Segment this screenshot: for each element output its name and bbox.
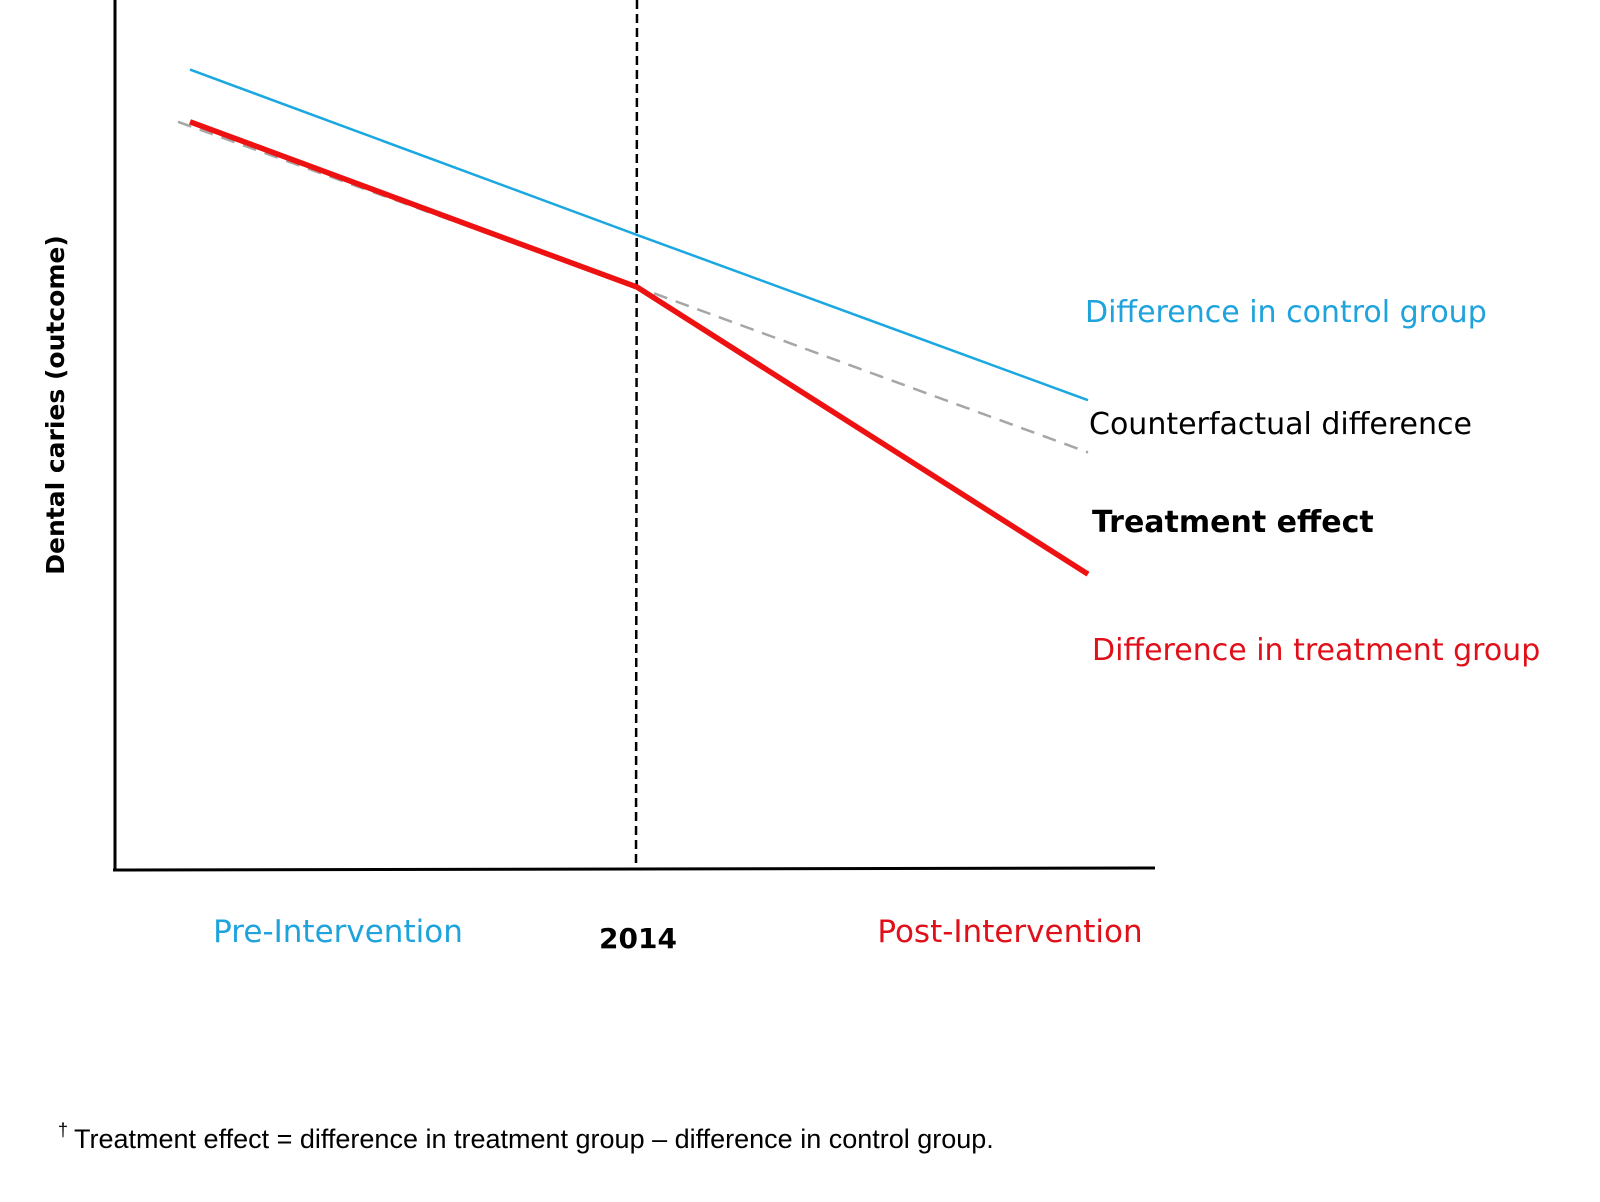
treatment-effect-label: Treatment effect (1092, 505, 1374, 540)
counterfactual-label: Counterfactual difference (1089, 407, 1472, 442)
series-line-treatment (189, 119, 1090, 577)
x-axis (112, 866, 1156, 872)
intervention-line (634, 0, 639, 869)
x-tick-pre-intervention: Pre-Intervention (213, 914, 463, 950)
x-tick-2014: 2014 (599, 922, 677, 955)
footnote: † Treatment effect = difference in treatm… (58, 1120, 994, 1155)
y-axis-label: Dental caries (outcome) (41, 235, 70, 575)
footnote-text: Treatment effect = difference in treatme… (74, 1124, 994, 1154)
series-line-control (189, 68, 1089, 402)
treatment-group-label: Difference in treatment group (1092, 633, 1540, 668)
series-layer (177, 68, 1090, 577)
footnote-symbol: † (58, 1120, 69, 1140)
control-group-label: Difference in control group (1085, 295, 1487, 330)
x-tick-post-intervention: Post-Intervention (877, 914, 1142, 950)
